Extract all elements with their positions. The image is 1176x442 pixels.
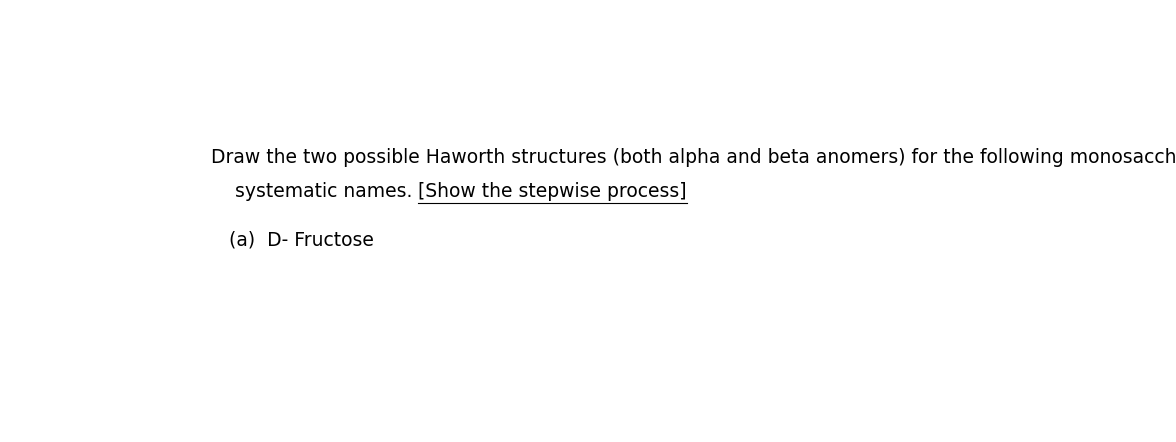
Text: systematic names.: systematic names. xyxy=(211,183,419,202)
Text: Draw the two possible Haworth structures (both alpha and beta anomers) for the f: Draw the two possible Haworth structures… xyxy=(211,149,1176,168)
Text: [Show the stepwise process]: [Show the stepwise process] xyxy=(419,183,687,202)
Text: (a)  D- Fructose: (a) D- Fructose xyxy=(229,230,374,249)
